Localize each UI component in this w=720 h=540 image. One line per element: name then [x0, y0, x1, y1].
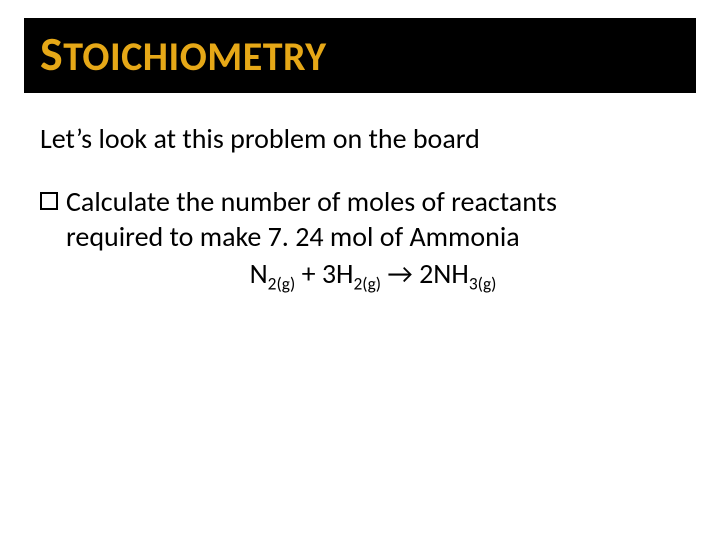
slide-content: Let’s look at this problem on the board …	[0, 93, 720, 291]
eq-sub-2: 2(g)	[353, 273, 381, 295]
slide-title: STOICHIOMETRY	[40, 24, 680, 83]
title-bar: STOICHIOMETRY	[24, 18, 696, 93]
bullet-line-2: required to make 7. 24 mol of Ammonia	[66, 219, 520, 254]
intro-text: Let’s look at this problem on the board	[40, 121, 680, 156]
bullet-text: Calculate the number of moles of reactan…	[66, 184, 680, 291]
title-cap: S	[40, 24, 63, 83]
eq-n: N	[250, 256, 268, 291]
eq-h: + 3H	[295, 256, 353, 291]
eq-nh: 2NH	[413, 256, 469, 291]
square-bullet-icon	[40, 192, 58, 210]
eq-sub-3: 3(g)	[469, 273, 497, 295]
title-rest: TOICHIOMETRY	[63, 32, 326, 81]
eq-sub-1: 2(g)	[268, 273, 296, 295]
bullet-line-1: Calculate the number of moles of reactan…	[66, 184, 557, 219]
chemical-equation: N2(g) + 3H2(g) → 2NH3(g)	[66, 256, 680, 291]
arrow-icon: →	[387, 256, 412, 291]
bullet-item: Calculate the number of moles of reactan…	[40, 184, 680, 291]
